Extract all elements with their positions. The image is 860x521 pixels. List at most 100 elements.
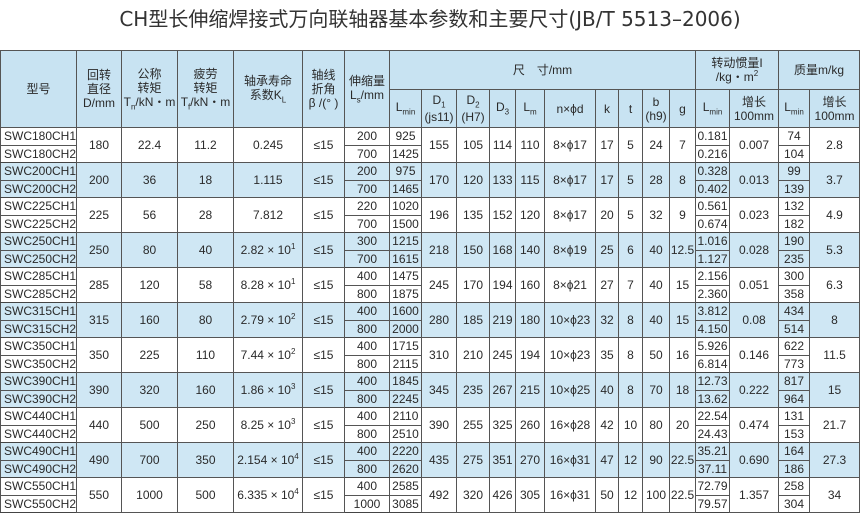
t-cell: 6 <box>618 232 643 268</box>
d2-cell: 120 <box>456 162 490 198</box>
model-cell: SWC180CH2 <box>0 144 77 163</box>
lmin-cell: 2585 <box>389 477 422 496</box>
table-row: SWC200CH1 200 36 18 1.115 ≤15 200 975 170 120 133 1… <box>0 162 860 198</box>
model-cell: SWC285CH1 <box>0 267 77 286</box>
fatigue-torque-cell: 18 <box>177 162 234 198</box>
k-cell: 17 <box>595 162 619 198</box>
model-cell: SWC350CH1 <box>0 337 77 356</box>
lmin-cell: 1020 <box>389 197 422 216</box>
fatigue-torque-cell: 250 <box>177 407 234 443</box>
angle-cell: ≤15 <box>302 232 345 268</box>
stretch-cell: 200 <box>344 127 390 146</box>
b-cell: 32 <box>642 197 670 233</box>
mass-increase-cell: 27.3 <box>809 442 860 478</box>
d3-cell: 133 <box>489 162 516 198</box>
t-cell: 12 <box>618 477 643 513</box>
mass-increase-cell: 3.7 <box>809 162 860 198</box>
d1-cell: 345 <box>421 372 457 408</box>
mass-lmin-cell: 622 <box>778 337 811 356</box>
mass-increase-cell: 11.5 <box>809 337 860 373</box>
exponent: 3 <box>290 417 296 426</box>
model-cell: SWC350CH2 <box>0 354 77 373</box>
lm-cell: 305 <box>515 477 545 513</box>
header-lm: Lm <box>515 89 545 128</box>
header-t: t <box>618 89 643 128</box>
stretch-cell: 400 <box>344 302 390 321</box>
lmin-cell: 1425 <box>389 144 422 163</box>
bearing-life-cell: 1.115 <box>233 162 303 198</box>
t-cell: 12 <box>618 442 643 478</box>
stretch-cell: 700 <box>344 249 390 268</box>
g-cell: 16 <box>668 337 697 373</box>
mass-lmin-cell: 434 <box>778 302 811 321</box>
mass-lmin-cell: 304 <box>778 494 811 513</box>
inertia-increase-cell: 0.028 <box>729 232 780 268</box>
angle-cell: ≤15 <box>302 302 345 338</box>
fatigue-torque-cell: 28 <box>177 197 234 233</box>
mass-increase-cell: 6.3 <box>809 267 860 303</box>
model-cell: SWC490CH2 <box>0 459 77 478</box>
header-lmin: Lmin <box>389 89 422 128</box>
mass-lmin-cell: 358 <box>778 284 811 303</box>
exponent: 1 <box>290 277 296 286</box>
model-cell: SWC250CH2 <box>0 249 77 268</box>
inertia-lmin-cell: 0.402 <box>695 179 731 198</box>
stretch-cell: 1000 <box>344 494 390 513</box>
inertia-lmin-cell: 2.156 <box>695 267 731 286</box>
exponent: 3 <box>290 382 296 391</box>
diameter-cell: 285 <box>76 267 122 303</box>
mass-lmin-cell: 300 <box>778 267 811 286</box>
diameter-cell: 180 <box>76 127 122 163</box>
b-cell: 40 <box>642 232 670 268</box>
mass-lmin-cell: 104 <box>778 144 811 163</box>
d3-cell: 194 <box>489 267 516 303</box>
stretch-cell: 800 <box>344 284 390 303</box>
inertia-increase-cell: 0.222 <box>729 372 780 408</box>
model-cell: SWC180CH1 <box>0 127 77 146</box>
angle-cell: ≤15 <box>302 162 345 198</box>
t-cell: 8 <box>618 372 643 408</box>
mass-lmin-cell: 74 <box>778 127 811 146</box>
lmin-cell: 975 <box>389 162 422 181</box>
stretch-cell: 800 <box>344 354 390 373</box>
lmin-cell: 2510 <box>389 424 422 443</box>
lmin-cell: 1500 <box>389 214 422 233</box>
inertia-lmin-cell: 4.150 <box>695 319 731 338</box>
table-row: SWC250CH1 250 80 40 2.82 × 101 ≤15 300 1215 218 1… <box>0 232 860 268</box>
n-phi-d-cell: 16×ϕ31 <box>544 477 596 513</box>
angle-cell: ≤15 <box>302 127 345 163</box>
b-cell: 50 <box>642 337 670 373</box>
lmin-cell: 2620 <box>389 459 422 478</box>
d2-cell: 105 <box>456 127 490 163</box>
mass-increase-cell: 5.3 <box>809 232 860 268</box>
bearing-life-cell: 8.25 × 103 <box>233 407 303 443</box>
header-nominal-torque: 公称 转矩 Tn/kN・m <box>121 50 178 128</box>
nominal-torque-cell: 56 <box>121 197 178 233</box>
mass-lmin-cell: 258 <box>778 477 811 496</box>
inertia-lmin-cell: 13.62 <box>695 389 731 408</box>
inertia-lmin-cell: 0.561 <box>695 197 731 216</box>
parameter-table: 型号 回转 直径 D/mm 公称 转矩 Tn/kN・m 疲劳 转矩 Tf/kN・m 轴承寿命… <box>0 50 860 513</box>
header-d2: D2 (H7) <box>456 89 490 128</box>
g-cell: 20 <box>668 407 697 443</box>
table-row: SWC285CH1 285 120 58 8.28 × 101 ≤15 400 1475 245… <box>0 267 860 303</box>
lmin-cell: 2245 <box>389 389 422 408</box>
g-cell: 15 <box>668 302 697 338</box>
inertia-lmin-cell: 1.016 <box>695 232 731 251</box>
d1-cell: 170 <box>421 162 457 198</box>
header-stretch: 伸缩量 Ls/mm <box>344 50 390 128</box>
mass-lmin-cell: 182 <box>778 214 811 233</box>
header-mass: 质量m/kg <box>778 50 860 90</box>
mass-lmin-cell: 153 <box>778 424 811 443</box>
bearing-life-cell: 2.79 × 102 <box>233 302 303 338</box>
inertia-lmin-cell: 0.674 <box>695 214 731 233</box>
table-row: SWC350CH2 800 2115 6.814 773 <box>0 354 860 373</box>
model-cell: SWC200CH2 <box>0 179 77 198</box>
d1-cell: 196 <box>421 197 457 233</box>
inertia-lmin-cell: 6.814 <box>695 354 731 373</box>
d1-cell: 280 <box>421 302 457 338</box>
d2-cell: 210 <box>456 337 490 373</box>
inertia-increase-cell: 0.08 <box>729 302 780 338</box>
model-cell: SWC550CH1 <box>0 477 77 496</box>
diameter-cell: 250 <box>76 232 122 268</box>
